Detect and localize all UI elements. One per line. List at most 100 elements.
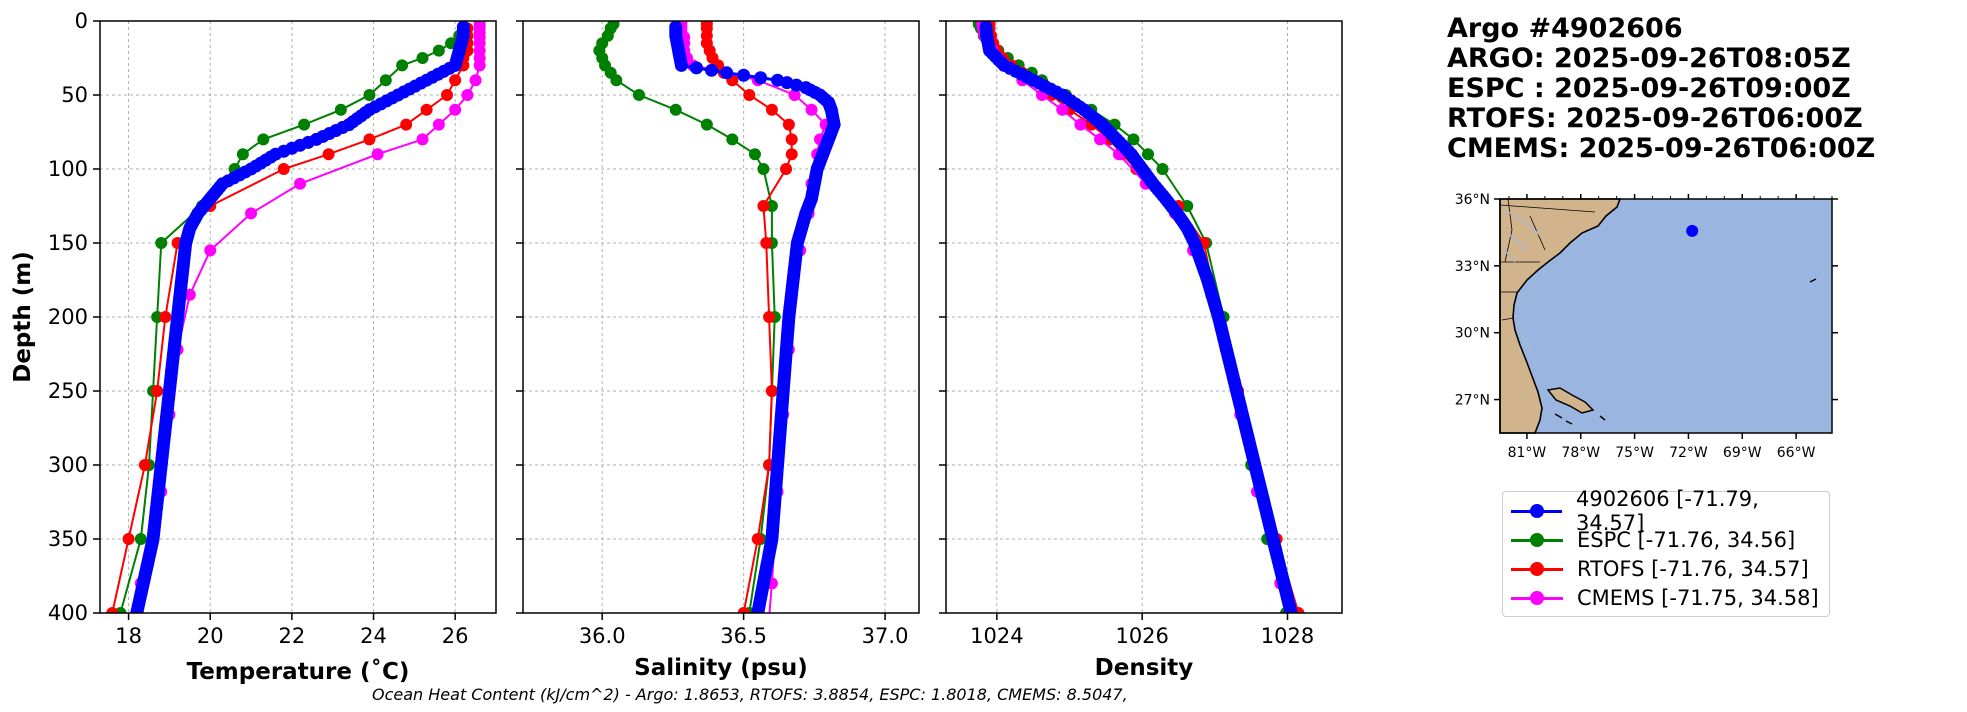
espc-point bbox=[1127, 133, 1140, 146]
legend-marker-icon bbox=[1511, 496, 1563, 525]
legend-label: CMEMS [-71.75, 34.58] bbox=[1577, 585, 1819, 610]
espc-point bbox=[416, 52, 429, 64]
rtofs-time: RTOFS: 2025-09-26T06:00Z bbox=[1447, 103, 1863, 134]
legend-label: ESPC [-71.76, 34.56] bbox=[1577, 527, 1796, 552]
temperature-series bbox=[106, 21, 486, 693]
cmems-point bbox=[123, 681, 135, 693]
salinity-panel: 36.0 36.5 37.0 Salinity (psu) bbox=[516, 20, 920, 681]
espc-point bbox=[363, 89, 376, 101]
argo-time: ARGO: 2025-09-26T08:05Z bbox=[1447, 43, 1851, 74]
map-rivers bbox=[1502, 209, 1541, 351]
temperature-panel: 18 20 22 24 26 0 50 100 150 200 250 300 350 400 Tempe… bbox=[10, 9, 497, 693]
espc-point bbox=[379, 74, 392, 87]
argo-point bbox=[754, 71, 768, 85]
cmems-point bbox=[473, 59, 486, 72]
legend-label: 4902606 [-71.79, 34.57] bbox=[1576, 486, 1759, 535]
map-lat-label: 30°N bbox=[1455, 326, 1490, 342]
cmems-point bbox=[469, 74, 482, 87]
espc-point bbox=[669, 103, 682, 116]
espc-point bbox=[1156, 163, 1169, 175]
cmems-point bbox=[1094, 133, 1107, 146]
rtofs-point bbox=[400, 118, 413, 131]
salinity-series bbox=[593, 21, 841, 613]
argo-point bbox=[737, 68, 751, 82]
map-lon-label: 72°W bbox=[1669, 445, 1708, 461]
cmems-point bbox=[245, 207, 258, 220]
espc-point bbox=[396, 59, 409, 72]
x-tick-label: 18 bbox=[115, 624, 142, 648]
rtofs-point bbox=[785, 133, 798, 146]
espc-point bbox=[632, 89, 645, 101]
rtofs-point bbox=[449, 74, 462, 87]
legend-item-espc: ESPC [-71.76, 34.56] bbox=[1503, 525, 1829, 554]
legend-label: RTOFS [-71.76, 34.57] bbox=[1577, 556, 1809, 581]
cmems-point bbox=[449, 103, 462, 116]
argo-point bbox=[1284, 606, 1298, 613]
rtofs-point bbox=[765, 385, 778, 397]
map-lon-label: 81°W bbox=[1508, 445, 1547, 461]
x-tick-label: 36.5 bbox=[720, 624, 767, 648]
x-tick-label: 26 bbox=[442, 624, 469, 648]
cmems-point bbox=[432, 118, 445, 131]
rtofs-point bbox=[780, 163, 793, 175]
temperature-ticks: 18 20 22 24 26 0 50 100 150 200 250 300 350 400 bbox=[48, 9, 469, 648]
depth-ylabel: Depth (m) bbox=[10, 251, 36, 383]
argo-float-marker bbox=[1686, 224, 1699, 237]
cmems-point bbox=[294, 177, 307, 190]
espc-point bbox=[1141, 148, 1154, 161]
map-land bbox=[1499, 198, 1622, 434]
x-tick-label: 36.0 bbox=[579, 624, 626, 648]
legend: 4902606 [-71.79, 34.57] ESPC [-71.76, 34… bbox=[1502, 487, 1830, 617]
map-cuba bbox=[1546, 387, 1595, 414]
rtofs-point bbox=[159, 311, 172, 323]
x-tick-label: 22 bbox=[279, 624, 306, 648]
rtofs-point bbox=[363, 133, 376, 146]
legend-item-argo: 4902606 [-71.79, 34.57] bbox=[1503, 487, 1829, 535]
argo-point bbox=[130, 606, 144, 613]
cmems-time: CMEMS: 2025-09-26T06:00Z bbox=[1447, 133, 1876, 164]
rtofs-point bbox=[757, 200, 770, 212]
espc-point bbox=[700, 118, 713, 131]
rtofs-point bbox=[420, 103, 433, 116]
rtofs-point bbox=[106, 607, 119, 613]
rtofs-point bbox=[785, 148, 798, 161]
x-tick-label: 1028 bbox=[1261, 624, 1314, 648]
argo-point bbox=[751, 606, 765, 613]
rtofs-point bbox=[151, 385, 164, 397]
salinity-xlabel: Salinity (psu) bbox=[634, 655, 808, 681]
argo-point bbox=[705, 63, 719, 77]
x-tick-label: 37.0 bbox=[862, 624, 909, 648]
espc-point bbox=[257, 133, 270, 146]
espc-time: ESPC : 2025-09-26T09:00Z bbox=[1447, 73, 1851, 104]
y-tick-label: 150 bbox=[48, 231, 88, 255]
rtofs-point bbox=[277, 163, 290, 175]
density-series bbox=[972, 21, 1305, 613]
rtofs-point bbox=[751, 533, 764, 545]
espc-point bbox=[1181, 200, 1194, 212]
cmems-point bbox=[788, 89, 801, 101]
map-lon-label: 69°W bbox=[1723, 445, 1762, 461]
argo-point bbox=[674, 58, 688, 72]
density-ticks: 1024 1026 1028 bbox=[939, 20, 1314, 648]
rtofs-point bbox=[743, 89, 756, 101]
espc-point bbox=[298, 118, 311, 131]
density-xlabel: Density bbox=[1095, 655, 1194, 681]
espc-point bbox=[334, 103, 347, 116]
y-tick-label: 250 bbox=[48, 379, 88, 403]
cmems-point bbox=[1056, 103, 1069, 116]
rtofs-point bbox=[441, 89, 454, 101]
location-map: 81°W 78°W 75°W 72°W 69°W 66°W 36°N 33°N 30°N 27°N bbox=[1455, 192, 1838, 461]
cmems-point bbox=[1074, 118, 1087, 131]
map-borders bbox=[1499, 198, 1596, 321]
map-frame bbox=[1499, 198, 1833, 434]
cmems-point bbox=[805, 103, 818, 116]
rtofs-point bbox=[737, 607, 750, 613]
rtofs-point bbox=[322, 148, 335, 161]
title-block: Argo #4902606 ARGO: 2025-09-26T08:05Z ES… bbox=[1447, 14, 1875, 164]
x-tick-label: 24 bbox=[360, 624, 387, 648]
espc-point bbox=[765, 200, 778, 212]
temperature-xlabel: Temperature (˚C) bbox=[187, 658, 410, 685]
rtofs-point bbox=[765, 103, 778, 116]
y-tick-label: 350 bbox=[48, 527, 88, 551]
map-lat-label: 33°N bbox=[1455, 259, 1490, 275]
